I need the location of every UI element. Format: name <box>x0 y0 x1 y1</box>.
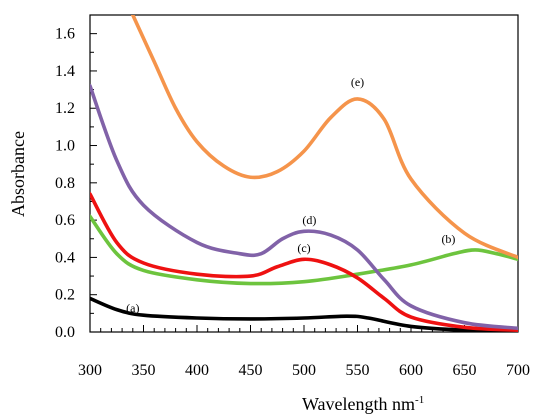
series-labels: (a) (b) (c) (d) (e) <box>126 75 455 315</box>
x-axis-title-text: Wavelength nm <box>302 394 415 414</box>
y-tick-label: 1.4 <box>55 63 75 80</box>
x-tick-label: 350 <box>132 362 156 379</box>
series-line <box>90 84 518 331</box>
x-tick-label: 600 <box>399 362 423 379</box>
x-axis-title-superscript: -1 <box>415 394 424 406</box>
y-tick-label: 0.6 <box>55 212 75 229</box>
series-label: (e) <box>351 75 364 89</box>
y-tick-label: 0.4 <box>55 249 75 266</box>
series-label: (d) <box>302 213 316 227</box>
x-tick-label: 300 <box>78 362 102 379</box>
x-tick-label: 650 <box>453 362 477 379</box>
series-line <box>90 296 518 332</box>
y-tick-label: 1.6 <box>55 26 75 43</box>
series-lines <box>90 15 518 332</box>
y-tick-label: 1.2 <box>55 100 75 117</box>
x-axis-title: Wavelength nm-1 <box>302 394 424 414</box>
axis-ticks: 300 350 400 450 500 550 600 650 700 0.0 0.2 0.4 0.6 0… <box>55 26 530 379</box>
x-tick-label: 450 <box>239 362 263 379</box>
y-tick-label: 1.0 <box>55 138 75 155</box>
y-tick-label: 0.8 <box>55 175 75 192</box>
x-tick-label: 700 <box>506 362 530 379</box>
y-axis-title: Absorbance <box>8 131 28 217</box>
series-line <box>90 192 518 332</box>
x-tick-label: 550 <box>346 362 370 379</box>
y-tick-label: 0.2 <box>55 287 75 304</box>
series-label: (c) <box>297 241 310 255</box>
y-tick-label: 0.0 <box>55 324 75 341</box>
series-label: (b) <box>441 232 455 246</box>
x-tick-label: 400 <box>185 362 209 379</box>
series-line <box>90 214 518 286</box>
series-label: (a) <box>126 301 139 315</box>
x-tick-label: 500 <box>292 362 316 379</box>
series-line <box>131 15 518 260</box>
